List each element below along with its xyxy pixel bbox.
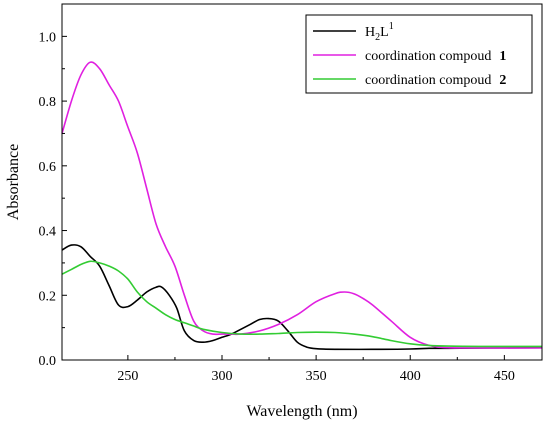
y-tick-label: 0.8 bbox=[39, 95, 57, 110]
x-tick-label: 400 bbox=[400, 369, 421, 384]
series-line-1 bbox=[61, 244, 543, 351]
plot-area-frame bbox=[61, 3, 543, 361]
legend-label-2: coordination compoud 1 bbox=[365, 49, 506, 64]
legend-label-1: H2L1 bbox=[365, 21, 394, 43]
legend-subscript: 2 bbox=[375, 32, 380, 43]
y-tick-label: 0.2 bbox=[39, 289, 57, 304]
x-tick-label: 300 bbox=[212, 369, 233, 384]
y-tick-label: 1.0 bbox=[39, 30, 57, 45]
series-line-3 bbox=[61, 260, 543, 348]
legend-compound-number: 2 bbox=[499, 73, 506, 88]
legend-text: coordination compoud bbox=[365, 49, 491, 64]
legend-label-3: coordination compoud 2 bbox=[365, 73, 506, 88]
legend-compound-number: 1 bbox=[499, 49, 506, 64]
y-tick-label: 0.4 bbox=[39, 225, 57, 240]
legend-text: H bbox=[365, 25, 375, 40]
x-tick-label: 350 bbox=[306, 369, 327, 384]
legend-text: coordination compoud bbox=[365, 73, 491, 88]
legend-box bbox=[305, 14, 533, 94]
y-tick-label: 0.6 bbox=[39, 160, 57, 175]
x-tick-label: 250 bbox=[117, 369, 138, 384]
series-line-2 bbox=[61, 61, 543, 349]
legend-text: L bbox=[380, 25, 389, 40]
plot-curves bbox=[61, 61, 543, 351]
x-tick-label: 450 bbox=[494, 369, 515, 384]
y-tick-label: 0.0 bbox=[39, 354, 57, 369]
y-axis-title: Absorbance bbox=[5, 144, 22, 220]
legend-superscript: 1 bbox=[389, 21, 394, 32]
axis-ticks: 250 300 350 400 450 0.0 0.2 0.4 0.6 0.8 1.0 bbox=[39, 30, 515, 384]
x-axis-title: Wavelength (nm) bbox=[246, 403, 357, 420]
